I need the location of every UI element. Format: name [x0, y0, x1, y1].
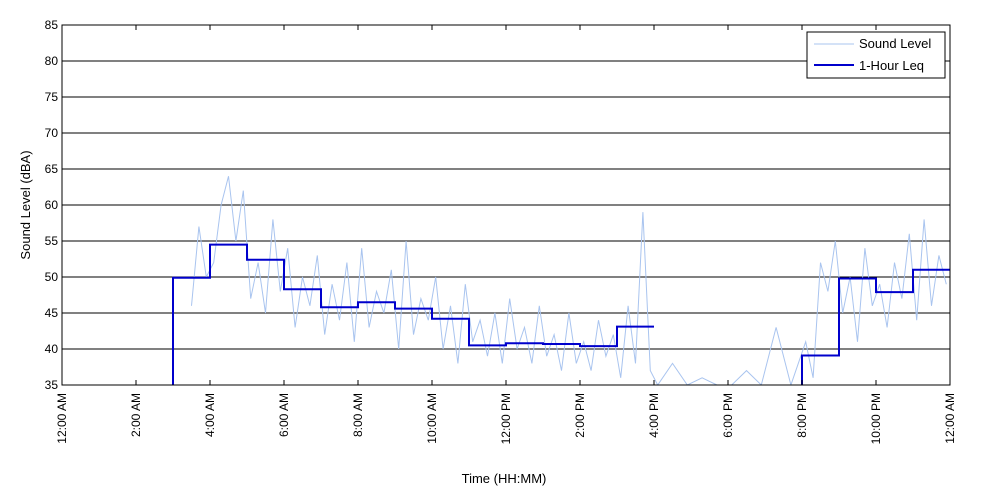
- y-tick-label: 65: [45, 162, 59, 176]
- x-axis-title: Time (HH:MM): [462, 471, 547, 486]
- y-tick-label: 60: [45, 198, 59, 212]
- legend: Sound Level 1-Hour Leq: [806, 31, 946, 79]
- x-axis: 12:00 AM 2:00 AM 4:00 AM 6:00 AM 8:00 AM 10:0…: [55, 25, 957, 444]
- y-tick-label: 35: [45, 378, 59, 392]
- y-tick-label: 55: [45, 234, 59, 248]
- y-tick-label: 40: [45, 342, 59, 356]
- x-tick-label: 6:00 PM: [721, 393, 735, 438]
- y-tick-label: 85: [45, 18, 59, 32]
- x-tick-label: 10:00 PM: [869, 393, 883, 444]
- x-tick-label: 12:00 PM: [499, 393, 513, 444]
- x-tick-label: 12:00 AM: [943, 393, 957, 444]
- leq-series: [172, 243, 950, 385]
- x-tick-label: 10:00 AM: [425, 393, 439, 444]
- y-tick-label: 70: [45, 126, 59, 140]
- legend-label-sound-level: Sound Level: [859, 36, 931, 51]
- y-tick-label: 45: [45, 306, 59, 320]
- x-tick-label: 12:00 AM: [55, 393, 69, 444]
- y-tick-label: 50: [45, 270, 59, 284]
- y-tick-label: 80: [45, 54, 59, 68]
- x-tick-label: 4:00 PM: [647, 393, 661, 438]
- legend-box: [806, 31, 946, 79]
- x-tick-label: 4:00 AM: [203, 393, 217, 437]
- y-axis-title: Sound Level (dBA): [18, 150, 33, 259]
- leq-step-line: [172, 243, 950, 385]
- x-tick-label: 8:00 AM: [351, 393, 365, 437]
- y-tick-label: 75: [45, 90, 59, 104]
- sound-level-line: [191, 176, 947, 385]
- legend-label-leq: 1-Hour Leq: [859, 58, 924, 73]
- x-tick-label: 2:00 PM: [573, 393, 587, 438]
- x-tick-label: 8:00 PM: [795, 393, 809, 438]
- gridlines: [62, 60, 950, 350]
- x-tick-label: 6:00 AM: [277, 393, 291, 437]
- y-axis: 35 40 45 50 55 60 65 70 75 80 85: [45, 18, 59, 392]
- x-tick-label: 2:00 AM: [129, 393, 143, 437]
- sound-level-series: [191, 176, 947, 385]
